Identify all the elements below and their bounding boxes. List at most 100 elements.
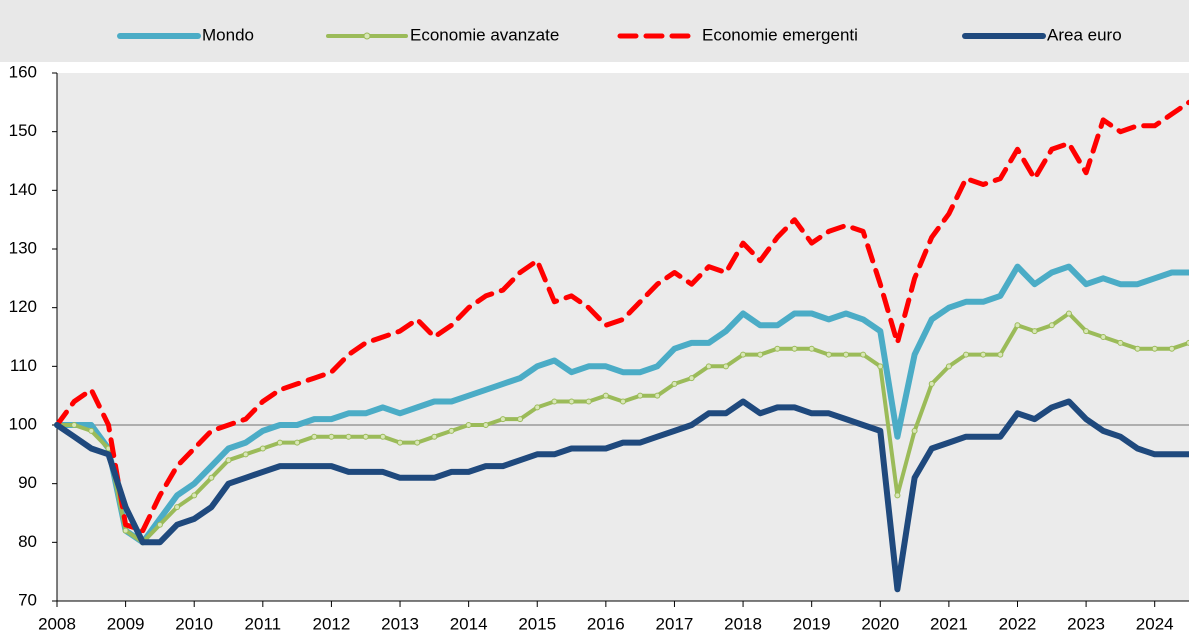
series-marker xyxy=(602,392,609,399)
series-marker xyxy=(774,345,781,352)
x-tick-label: 2011 xyxy=(245,614,282,633)
legend-background xyxy=(0,0,1189,62)
series-marker xyxy=(705,363,712,370)
x-tick-label: 2016 xyxy=(587,614,625,633)
y-tick-label: 70 xyxy=(18,590,37,609)
series-marker xyxy=(276,439,283,446)
series-marker xyxy=(431,433,438,440)
series-marker xyxy=(448,427,455,434)
series-marker xyxy=(808,345,815,352)
series-marker xyxy=(517,416,524,423)
series-marker xyxy=(980,351,987,358)
series-line xyxy=(54,263,1189,546)
series-marker xyxy=(88,427,95,434)
x-tick-label: 2012 xyxy=(313,614,351,633)
series-marker xyxy=(294,439,301,446)
series-marker xyxy=(877,363,884,370)
series-marker xyxy=(722,363,729,370)
x-tick-label: 2009 xyxy=(107,614,145,633)
series-marker xyxy=(945,363,952,370)
series-marker xyxy=(757,351,764,358)
series-marker xyxy=(551,398,558,405)
series-marker xyxy=(156,521,163,528)
legend-label: Economie avanzate xyxy=(410,25,559,44)
series-marker xyxy=(688,375,695,382)
x-tick-label: 2023 xyxy=(1067,614,1105,633)
y-tick-label: 110 xyxy=(10,356,37,375)
series-marker xyxy=(860,351,867,358)
series-marker xyxy=(259,445,266,452)
y-tick-label: 80 xyxy=(18,532,37,551)
series-marker xyxy=(671,380,678,387)
series-marker xyxy=(191,492,198,499)
series-marker xyxy=(1031,328,1038,335)
y-tick-label: 160 xyxy=(9,62,37,81)
series-marker xyxy=(482,422,489,428)
series-marker xyxy=(568,398,575,405)
series-marker xyxy=(1083,328,1090,335)
x-tick-label: 2020 xyxy=(861,614,899,633)
y-tick-label: 150 xyxy=(9,121,37,140)
series-marker xyxy=(842,351,849,358)
series-marker xyxy=(585,398,592,405)
series-marker xyxy=(174,504,181,511)
y-tick-label: 140 xyxy=(9,180,37,199)
series-marker xyxy=(911,427,918,434)
series-marker xyxy=(345,433,352,440)
legend-label: Economie emergenti xyxy=(702,25,858,44)
series-marker xyxy=(208,474,215,481)
x-tick-label: 2017 xyxy=(656,614,694,633)
x-tick-label: 2018 xyxy=(724,614,762,633)
series-marker xyxy=(242,451,249,458)
series-marker xyxy=(534,404,541,411)
series-line xyxy=(54,99,1189,534)
y-tick-label: 120 xyxy=(9,297,37,316)
series-marker xyxy=(379,433,386,440)
x-tick-label: 2019 xyxy=(793,614,831,633)
series-marker xyxy=(1014,322,1021,329)
series-marker xyxy=(654,392,661,399)
plot-background xyxy=(57,73,1189,601)
legend-marker xyxy=(363,32,371,40)
x-tick-label: 2022 xyxy=(999,614,1037,633)
series-marker xyxy=(825,351,832,358)
series-marker xyxy=(1048,322,1055,329)
series-marker xyxy=(1168,345,1175,352)
x-tick-label: 2013 xyxy=(381,614,419,633)
series-marker xyxy=(740,351,747,358)
series-line xyxy=(54,398,1189,593)
series-marker xyxy=(1065,310,1072,317)
series-marker xyxy=(362,433,369,440)
series-marker xyxy=(963,351,970,358)
series-marker xyxy=(791,345,798,352)
series-marker xyxy=(311,433,318,440)
x-tick-label: 2010 xyxy=(175,614,213,633)
series-marker xyxy=(894,492,901,499)
y-tick-label: 130 xyxy=(9,238,37,257)
series-marker xyxy=(1100,334,1107,340)
y-tick-label: 90 xyxy=(18,473,37,492)
series-marker xyxy=(1151,345,1158,352)
series-marker xyxy=(397,439,404,446)
series-marker xyxy=(225,457,232,464)
x-tick-label: 2015 xyxy=(518,614,556,633)
series-marker xyxy=(71,422,78,428)
x-tick-label: 2014 xyxy=(450,614,488,633)
series-marker xyxy=(1117,339,1124,346)
legend-label: Area euro xyxy=(1047,25,1122,44)
legend-label: Mondo xyxy=(202,25,254,44)
series-marker xyxy=(1186,339,1189,346)
series-marker xyxy=(328,433,335,440)
series-marker xyxy=(499,416,506,423)
series-marker xyxy=(122,527,129,534)
y-tick-label: 100 xyxy=(9,414,37,433)
series-marker xyxy=(620,398,626,405)
series-marker xyxy=(414,439,421,446)
series-marker xyxy=(928,380,935,387)
x-tick-label: 2021 xyxy=(930,614,968,633)
series-marker xyxy=(465,422,472,428)
series-marker xyxy=(637,392,644,399)
x-tick-label: 2024 xyxy=(1136,614,1174,633)
series-marker xyxy=(1134,345,1141,352)
